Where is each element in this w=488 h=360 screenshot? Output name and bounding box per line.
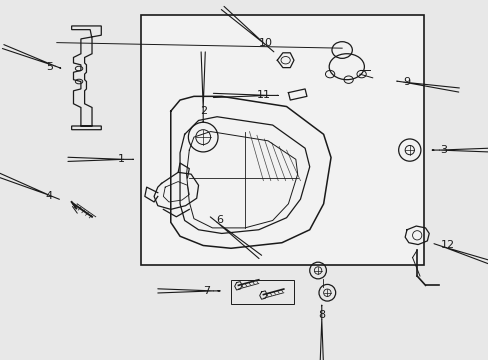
Text: 6: 6 [216, 216, 223, 225]
Text: 4: 4 [46, 192, 53, 201]
Text: 11: 11 [256, 90, 270, 100]
Text: 8: 8 [318, 310, 325, 320]
Text: 9: 9 [403, 77, 410, 86]
Text: 1: 1 [118, 154, 125, 165]
Bar [230, 280, 293, 304]
Text: 2: 2 [199, 106, 206, 116]
Text: 3: 3 [440, 145, 447, 155]
Text: 7: 7 [203, 286, 210, 296]
Text: 10: 10 [259, 37, 273, 48]
Text: 5: 5 [46, 62, 53, 72]
Text: 12: 12 [440, 239, 454, 249]
Bar [141, 15, 423, 265]
